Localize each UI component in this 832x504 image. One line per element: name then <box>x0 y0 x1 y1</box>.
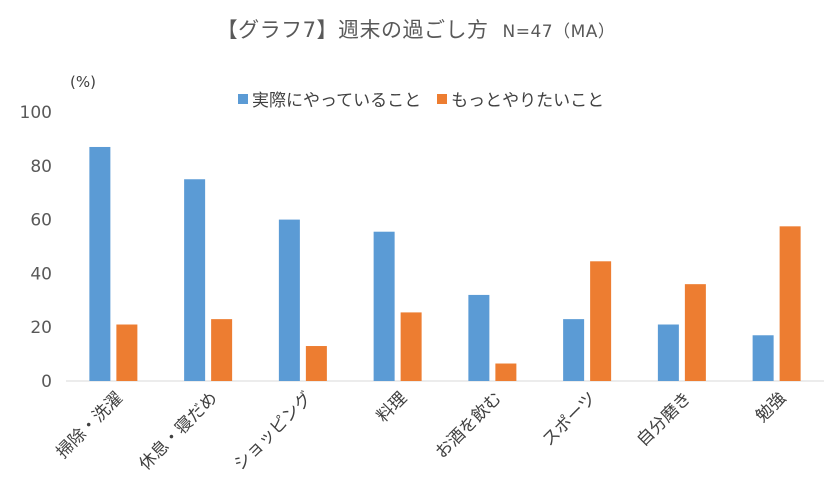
bar-actual <box>468 294 490 381</box>
legend-label-actual: 実際にやっていること <box>252 91 422 111</box>
category-label: 休息・寝だめ <box>135 388 222 475</box>
bar-actual <box>563 319 585 381</box>
legend-item-wish: もっとやりたいこと <box>437 86 604 111</box>
y-tick-label: 60 <box>30 211 52 231</box>
bar-actual <box>752 335 774 381</box>
legend-swatch-wish <box>437 93 448 104</box>
bar-wish <box>684 284 706 381</box>
chart-subtitle: N=47（MA） <box>502 22 616 42</box>
y-axis-unit-label: (%) <box>70 73 96 91</box>
category-label: お酒を飲む <box>432 388 506 462</box>
legend-swatch-actual <box>238 93 248 104</box>
bar-wish <box>590 261 612 381</box>
category-label: 料理 <box>373 388 411 426</box>
chart-title-text: 【グラフ7】週末の過ごし方 <box>216 18 489 42</box>
y-tick-label: 20 <box>30 318 52 338</box>
bar-wish <box>400 312 422 381</box>
bar-actual <box>373 231 395 381</box>
category-label: 勉強 <box>752 388 790 426</box>
bar-actual <box>184 179 206 381</box>
bar-actual <box>89 146 111 381</box>
y-tick-label: 100 <box>20 103 52 123</box>
bar-wish <box>211 319 233 381</box>
bar-actual <box>657 324 679 381</box>
bar-wish <box>305 346 327 381</box>
legend-label-wish: もっとやりたいこと <box>451 91 605 111</box>
y-tick-label: 80 <box>30 157 52 177</box>
category-label: スポーツ <box>539 388 601 450</box>
category-label: 掃除・洗濯 <box>53 388 127 462</box>
bar-wish <box>116 324 138 381</box>
bar-wish <box>779 226 801 381</box>
bar-actual <box>278 219 300 381</box>
category-label: ショッピング <box>230 388 316 474</box>
category-label: 自分磨き <box>633 388 695 450</box>
legend-item-actual: 実際にやっていること <box>238 86 421 111</box>
y-tick-label: 40 <box>30 264 52 284</box>
legend: 実際にやっていること もっとやりたいこと <box>238 86 620 111</box>
y-tick-label: 0 <box>41 372 52 392</box>
bar-wish <box>495 363 517 381</box>
chart-title: 【グラフ7】週末の過ごし方 N=47（MA） <box>0 14 832 44</box>
